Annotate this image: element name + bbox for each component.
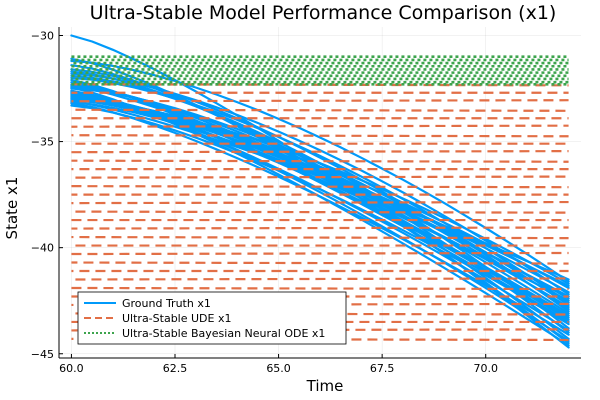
- y-tick-label: −35: [31, 136, 54, 149]
- ude-line: [71, 235, 569, 240]
- x-tick-label: 65.0: [266, 362, 291, 375]
- x-tick-label: 60.0: [59, 362, 84, 375]
- y-tick-label: −45: [31, 348, 54, 361]
- y-tick-label: −30: [31, 29, 54, 42]
- legend-label: Ultra-Stable Bayesian Neural ODE x1: [122, 327, 325, 340]
- ude-line: [71, 159, 569, 163]
- ude-line: [71, 251, 569, 256]
- x-tick-label: 67.5: [370, 362, 395, 375]
- legend-box: [77, 291, 347, 345]
- ude-line: [71, 175, 569, 179]
- legend: Ground Truth x1 Ultra-Stable UDE x1 Ultra-…: [77, 291, 347, 345]
- ground-truth-line: [70, 72, 570, 296]
- ude-line: [71, 210, 569, 214]
- ground-truth-line: [70, 99, 570, 300]
- legend-label: Ground Truth x1: [122, 297, 211, 310]
- ude-line: [71, 286, 569, 291]
- ude-line: [71, 150, 569, 154]
- ude-line: [71, 134, 569, 138]
- ude-line: [71, 124, 569, 128]
- ude-line: [71, 200, 569, 205]
- chart-title: Ultra-Stable Model Performance Compariso…: [90, 2, 557, 24]
- ude-line: [71, 277, 569, 281]
- ude-line: [71, 261, 569, 265]
- x-tick-label: 70.0: [473, 362, 498, 375]
- x-axis-label: Time: [306, 377, 344, 395]
- ude-line: [71, 226, 569, 230]
- y-axis-label: State x1: [3, 177, 21, 240]
- ude-line: [71, 99, 569, 103]
- ude-line: [71, 185, 569, 189]
- x-tick-label: 62.5: [163, 362, 188, 375]
- y-tick-label: −40: [31, 242, 54, 255]
- legend-label: Ultra-Stable UDE x1: [122, 312, 231, 325]
- axes: 60.0 62.5 65.0 67.5 70.0 −30 −35 −40 −45: [31, 27, 581, 375]
- ude-line: [71, 108, 569, 112]
- plot-area: [70, 34, 570, 349]
